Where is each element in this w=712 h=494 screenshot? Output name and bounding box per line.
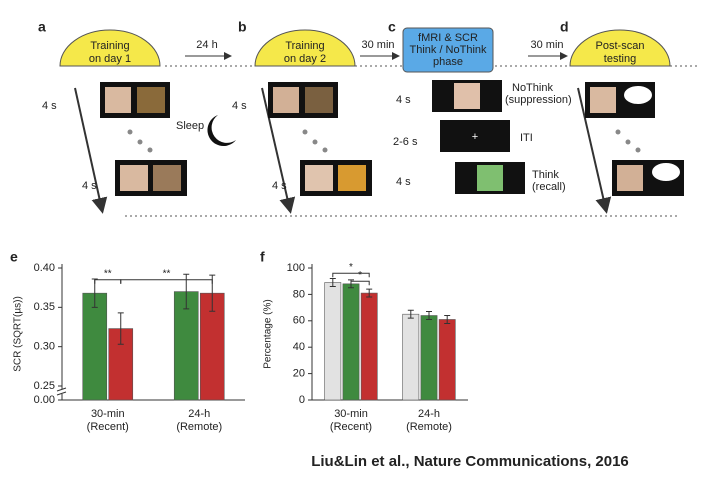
y-tick-label: 40 (293, 341, 305, 353)
y-tick-label: 20 (293, 368, 305, 380)
duration: 2-6 s (393, 136, 418, 148)
box-text: testing (604, 53, 636, 65)
y-tick-label: 100 (287, 262, 305, 274)
x-tick-label: (Recent) (87, 421, 129, 433)
y-tick-label: 0.30 (34, 341, 55, 353)
panel-label: d (560, 19, 569, 35)
trial-label: NoThink (512, 82, 553, 94)
y-axis-label: SCR (SQRT(µs)) (13, 296, 24, 372)
arrow (74, 87, 108, 214)
bar (438, 319, 456, 401)
bar (82, 292, 108, 401)
x-tick-label: (Remote) (176, 421, 222, 433)
trial-label: (recall) (532, 181, 566, 193)
citation: Liu&Lin et al., Nature Communications, 2… (311, 453, 629, 470)
duration: 4 s (272, 180, 287, 192)
dome (569, 29, 671, 67)
error-bar (329, 278, 336, 287)
screen (440, 120, 510, 152)
panel-label: c (388, 19, 396, 35)
bar (173, 291, 199, 401)
duration: 4 s (82, 180, 97, 192)
x-tick-label: (Recent) (330, 421, 372, 433)
significance-label: * (358, 270, 362, 281)
dome (254, 29, 356, 67)
interval: 30 min (530, 39, 563, 51)
panel-label: f (260, 249, 265, 265)
error-bar (444, 315, 451, 324)
significance-label: ** (163, 268, 171, 279)
y-tick-label: 0.35 (34, 301, 55, 313)
bar (324, 282, 342, 401)
axis-break (56, 391, 67, 396)
duration: 4 s (396, 176, 411, 188)
duration: 4 s (396, 94, 411, 106)
x-tick-label: 30-min (334, 408, 368, 420)
significance-bracket (94, 279, 122, 284)
trial-label: (suppression) (505, 94, 572, 106)
box-text: Training (90, 40, 129, 52)
significance-bracket (120, 279, 213, 284)
x-tick-label: 24-h (188, 408, 210, 420)
fixation: + (472, 131, 478, 143)
interval: 24 h (196, 39, 217, 51)
fmri-box (402, 27, 494, 73)
y-tick-label: 0.00 (34, 394, 55, 406)
dome (59, 29, 161, 67)
sleep-label: Sleep (176, 120, 204, 132)
duration: 4 s (232, 100, 247, 112)
y-tick-label: 0.25 (34, 380, 55, 392)
trial-label: ITI (520, 132, 533, 144)
dots (127, 129, 641, 153)
error-bar (366, 288, 373, 298)
box-text: Post-scan (596, 40, 645, 52)
bar (420, 315, 438, 401)
axis-break (56, 387, 67, 392)
significance-bracket (332, 272, 370, 278)
x-tick-label: 24-h (418, 408, 440, 420)
y-tick-label: 0 (299, 394, 305, 406)
box-text: phase (433, 56, 463, 68)
moon (207, 115, 236, 147)
box-text: on day 1 (89, 53, 131, 65)
box-text: Training (285, 40, 324, 52)
bar (402, 313, 420, 401)
significance-label: * (349, 262, 353, 273)
faces (105, 83, 680, 191)
box-text: Think / NoThink (409, 44, 487, 56)
diagram: a b c d Training on day 1 Training on da… (38, 19, 700, 217)
axis-break (57, 389, 67, 394)
y-axis-label: Percentage (%) (263, 299, 274, 368)
y-tick-label: 80 (293, 288, 305, 300)
arrow (261, 87, 296, 214)
x-tick-label: 30-min (91, 408, 125, 420)
error-bar (117, 312, 124, 345)
panel-label: b (238, 19, 247, 35)
x-tick-label: (Remote) (406, 421, 452, 433)
panel-label: e (10, 249, 18, 265)
bar (360, 292, 378, 401)
error-bar (407, 309, 414, 319)
arrow (577, 87, 612, 214)
significance-label: ** (104, 268, 112, 279)
y-tick-label: 0.40 (34, 262, 55, 274)
error-bar (426, 311, 432, 320)
box-text: fMRI & SCR (418, 32, 478, 44)
significance-bracket (350, 280, 370, 286)
duration: 4 s (42, 100, 57, 112)
panel-label: a (38, 19, 46, 35)
box-text: on day 2 (284, 53, 326, 65)
interval: 30 min (361, 39, 394, 51)
y-tick-label: 60 (293, 315, 305, 327)
bar (342, 283, 360, 401)
trial-label: Think (532, 169, 559, 181)
